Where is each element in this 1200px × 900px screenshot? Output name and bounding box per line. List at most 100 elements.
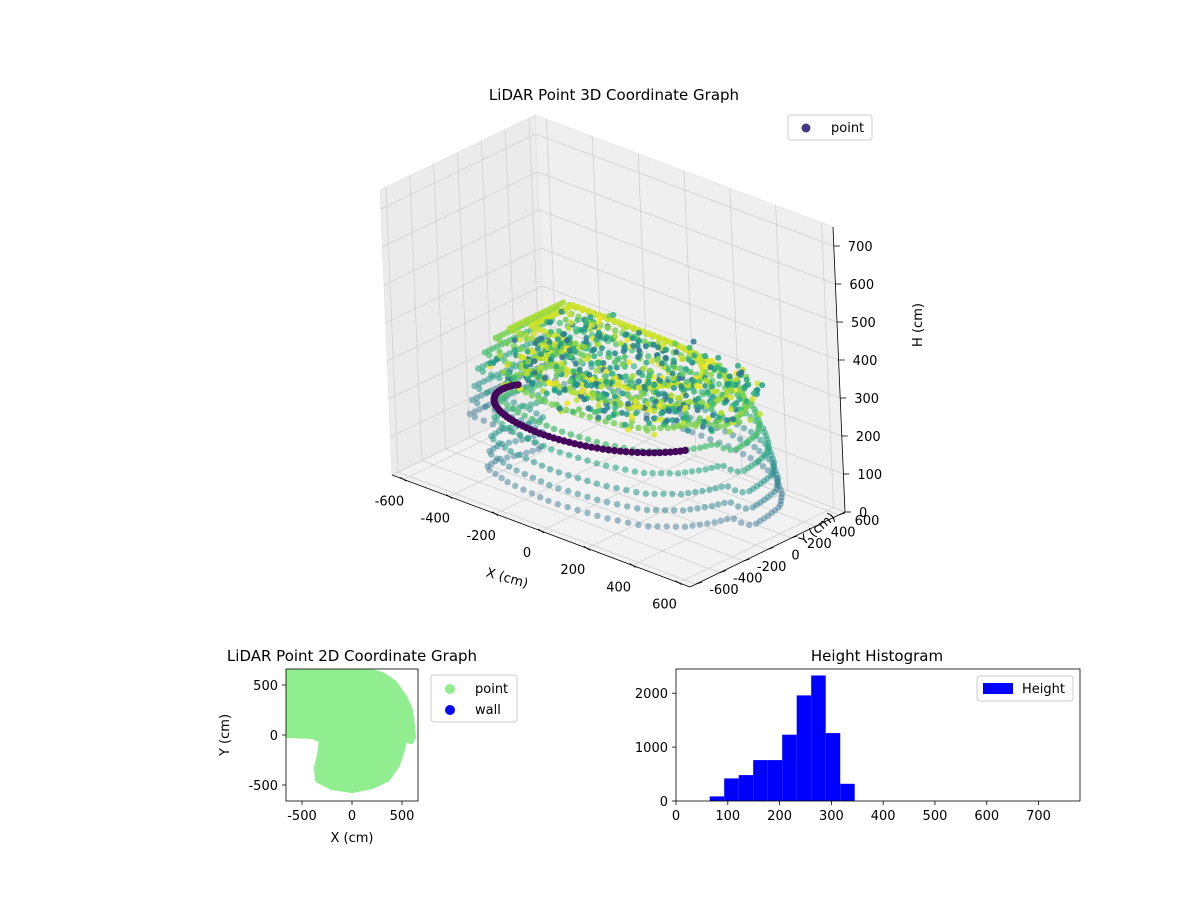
point-3d [568, 431, 574, 437]
point-3d [487, 360, 493, 366]
point-3d [637, 394, 643, 400]
point-3d [522, 403, 528, 409]
point-3d [702, 504, 708, 510]
point-3d [624, 503, 630, 509]
point-3d [637, 404, 643, 410]
point-3d [576, 406, 582, 412]
point-3d [668, 398, 674, 404]
x-tick-label: -200 [466, 529, 496, 544]
chart-2d-xlabel: X (cm) [331, 831, 374, 846]
point-3d [548, 446, 554, 452]
y-tick-label: 0 [660, 795, 668, 810]
point-3d [492, 471, 498, 477]
histogram-legend-swatch [983, 683, 1013, 694]
point-3d [613, 464, 619, 470]
point-3d [619, 361, 625, 367]
point-3d [559, 354, 565, 360]
point-3d [515, 452, 521, 458]
point-3d [623, 487, 629, 493]
x-tick-label: 0 [523, 546, 531, 561]
x-tick-label: 200 [767, 809, 792, 824]
point-3d [575, 475, 581, 481]
point-3d [567, 312, 573, 318]
point-3d [691, 389, 697, 395]
chart-2d-ylabel: Y (cm) [218, 714, 233, 757]
point-3d [624, 411, 630, 417]
point-3d [536, 395, 542, 401]
point-3d [714, 463, 720, 469]
point-3d [504, 479, 510, 485]
z-tick-label: 700 [848, 240, 873, 255]
point-3d [631, 363, 637, 369]
point-3d [747, 417, 753, 423]
point-3d [696, 467, 702, 473]
point-3d [652, 408, 658, 414]
point-3d [535, 337, 541, 343]
point-3d [536, 419, 542, 425]
point-3d [645, 401, 651, 407]
point-3d [612, 333, 618, 339]
point-3d [636, 385, 642, 391]
y-tick-label: 400 [831, 525, 856, 540]
point-3d [542, 398, 548, 404]
x-tick-label: 400 [871, 809, 896, 824]
point-3d [688, 369, 694, 375]
point-3d [636, 330, 642, 336]
point-3d [685, 428, 691, 434]
histogram-bar [768, 760, 783, 801]
point-3d [594, 360, 600, 366]
point-3d [671, 385, 677, 391]
point-3d [705, 359, 711, 365]
x-tick-label: 100 [715, 809, 740, 824]
histogram-bar [753, 760, 768, 801]
point-3d [594, 497, 600, 503]
point-3d [610, 312, 616, 318]
point-3d [512, 347, 518, 353]
point-3d [705, 389, 711, 395]
point-3d [594, 439, 600, 445]
point-3d [636, 347, 642, 353]
z-tick-label: 500 [851, 316, 876, 331]
point-3d [728, 499, 734, 505]
point-3d [561, 387, 567, 393]
point-3d [557, 320, 563, 326]
x-tick-label: 500 [390, 809, 415, 824]
point-3d [584, 382, 590, 388]
point-3d [525, 359, 531, 365]
point-3d [658, 470, 664, 476]
point-3d [682, 524, 688, 530]
point-3d [512, 337, 518, 343]
point-3d [537, 494, 543, 500]
point-3d [630, 343, 636, 349]
point-3d [651, 491, 657, 497]
point-3d [483, 403, 489, 409]
point-3d [641, 366, 647, 372]
point-3d [708, 364, 714, 370]
point-3d [691, 339, 697, 345]
point-3d [649, 470, 655, 476]
point-3d [531, 459, 537, 465]
point-3d [673, 349, 679, 355]
point-3d [718, 484, 724, 490]
point-3d [614, 501, 620, 507]
point-3d [625, 386, 631, 392]
histogram-bar [782, 735, 797, 801]
point-3d [529, 381, 535, 387]
point-3d [572, 382, 578, 388]
point-3d [708, 442, 714, 448]
point-3d [730, 416, 736, 422]
point-3d [675, 423, 681, 429]
point-3d [573, 341, 579, 347]
point-3d [738, 410, 744, 416]
point-3d [612, 351, 618, 357]
histogram-bar [724, 778, 739, 801]
point-3d [570, 409, 576, 415]
point-3d [540, 443, 546, 449]
point-3d [537, 365, 543, 371]
point-3d [546, 482, 552, 488]
point-3d [582, 344, 588, 350]
point-3d [635, 425, 641, 431]
z-tick-label: 400 [853, 354, 878, 369]
point-3d [602, 408, 608, 414]
point-3d [584, 494, 590, 500]
